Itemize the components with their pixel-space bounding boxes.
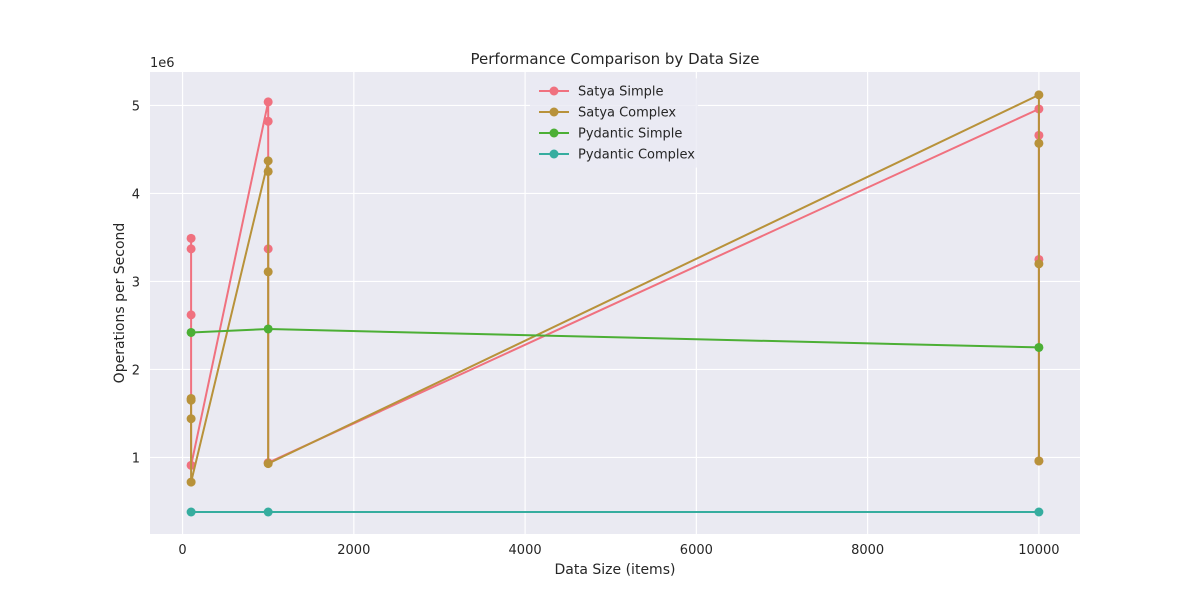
y-tick-label: 1 <box>132 451 140 466</box>
data-point-pydantic-complex <box>186 507 196 517</box>
data-point-satya-complex <box>263 267 273 277</box>
data-point-satya-complex <box>263 156 273 166</box>
series-satya-complex <box>186 90 1044 487</box>
data-point-pydantic-simple <box>263 324 273 334</box>
legend-item-pydantic-complex: Pydantic Complex <box>539 148 695 163</box>
legend-marker <box>549 128 559 138</box>
y-axis-label: Operations per Second <box>112 223 128 384</box>
legend-label: Satya Complex <box>578 106 676 121</box>
data-point-satya-simple <box>263 116 273 126</box>
y-tick-label: 3 <box>132 275 140 290</box>
legend-marker <box>549 149 559 159</box>
data-point-satya-complex <box>186 395 196 405</box>
data-point-satya-simple <box>186 233 196 243</box>
legend-label: Pydantic Simple <box>578 127 682 142</box>
legend-item-satya-simple: Satya Simple <box>539 85 664 100</box>
data-point-satya-complex <box>1034 259 1044 269</box>
legend-item-satya-complex: Satya Complex <box>539 106 676 121</box>
x-tick-label: 10000 <box>1018 543 1059 558</box>
y-tick-label: 4 <box>132 187 140 202</box>
legend-marker <box>549 86 559 96</box>
data-point-satya-simple <box>186 310 196 320</box>
x-axis-label: Data Size (items) <box>555 562 676 578</box>
legend-label: Satya Simple <box>578 85 664 100</box>
legend-marker <box>549 107 559 117</box>
data-point-satya-simple <box>186 244 196 254</box>
y-tick-label: 2 <box>132 363 140 378</box>
chart-title: Performance Comparison by Data Size <box>471 50 760 68</box>
x-tick-label: 6000 <box>680 543 713 558</box>
x-tick-label: 8000 <box>851 543 884 558</box>
series-pydantic-complex <box>186 507 1044 517</box>
data-point-satya-complex <box>263 166 273 176</box>
data-point-satya-simple <box>263 97 273 107</box>
x-tick-label: 2000 <box>337 543 370 558</box>
legend-box <box>530 78 698 168</box>
y-axis-ticks: 1 2 3 4 5 <box>132 99 140 466</box>
data-point-satya-complex <box>263 459 273 469</box>
data-point-pydantic-simple <box>1034 342 1044 352</box>
x-tick-label: 4000 <box>509 543 542 558</box>
legend-label: Pydantic Complex <box>578 148 695 163</box>
data-point-pydantic-complex <box>1034 507 1044 517</box>
data-point-satya-complex <box>186 414 196 424</box>
data-point-pydantic-complex <box>263 507 273 517</box>
legend: Satya Simple Satya Complex Pydantic Simple… <box>530 78 698 168</box>
series-layer <box>186 90 1044 517</box>
x-tick-label: 0 <box>178 543 186 558</box>
data-point-satya-complex <box>1034 90 1044 100</box>
data-point-satya-complex <box>186 477 196 487</box>
y-axis-offset-label: 1e6 <box>150 56 175 71</box>
data-point-satya-complex <box>1034 138 1044 148</box>
data-point-satya-complex <box>1034 456 1044 466</box>
legend-item-pydantic-simple: Pydantic Simple <box>539 127 682 142</box>
data-point-pydantic-simple <box>186 327 196 337</box>
series-pydantic-simple <box>186 324 1044 352</box>
x-axis-ticks: 0 2000 4000 6000 8000 10000 <box>178 543 1059 558</box>
y-tick-label: 5 <box>132 99 140 114</box>
